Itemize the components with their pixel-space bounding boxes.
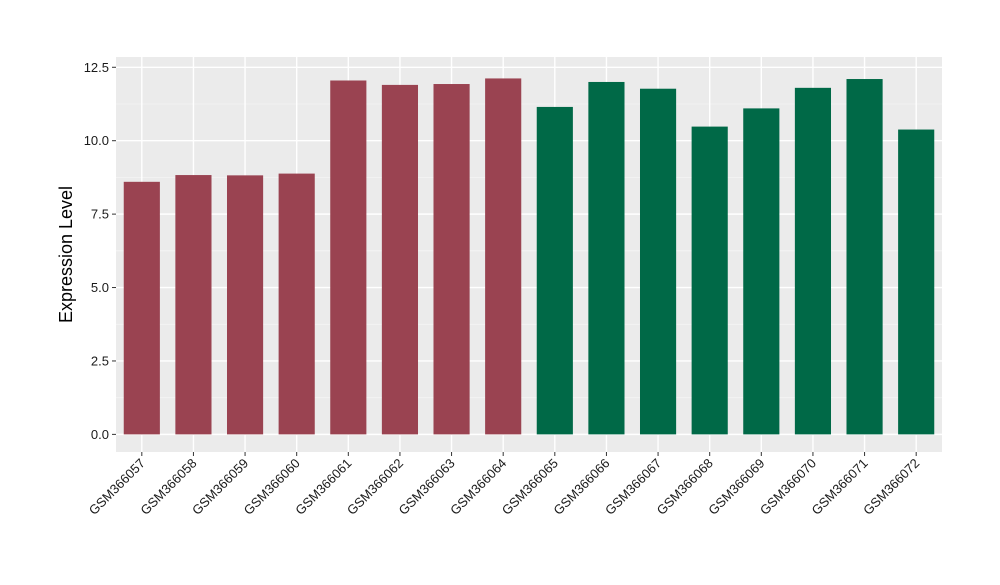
y-tick-label: 2.5: [91, 353, 109, 368]
y-tick-label: 7.5: [91, 207, 109, 222]
bar-gsm366065: [536, 106, 573, 435]
y-tick-label: 5.0: [91, 280, 109, 295]
bar-gsm366057: [123, 181, 160, 435]
y-tick-label: 12.5: [84, 60, 109, 75]
y-tick-label: 10.0: [84, 133, 109, 148]
bar-gsm366072: [898, 129, 935, 435]
bar-gsm366060: [278, 173, 315, 435]
bar-gsm366059: [226, 175, 264, 435]
bar-gsm366066: [588, 81, 625, 435]
bar-gsm366064: [485, 78, 522, 435]
y-axis: 0.0 2.5 5.0 7.5 10.0 12.5: [84, 60, 116, 442]
y-tick-label: 0.0: [91, 427, 109, 442]
bar-gsm366068: [691, 126, 728, 435]
y-axis-title: Expression Level: [56, 186, 76, 323]
x-axis: GSM366057GSM366058GSM366059GSM366060GSM3…: [86, 452, 922, 518]
bar-gsm366061: [330, 80, 367, 435]
bars-group: [123, 78, 935, 435]
bar-gsm366070: [794, 87, 832, 435]
bar-gsm366067: [639, 88, 677, 435]
bar-gsm366069: [743, 108, 780, 435]
bar-gsm366058: [175, 175, 212, 435]
bar-gsm366071: [846, 79, 883, 435]
x-tick-label: GSM366072: [860, 456, 922, 518]
bar-gsm366063: [433, 84, 470, 435]
bar-gsm366062: [381, 84, 419, 435]
